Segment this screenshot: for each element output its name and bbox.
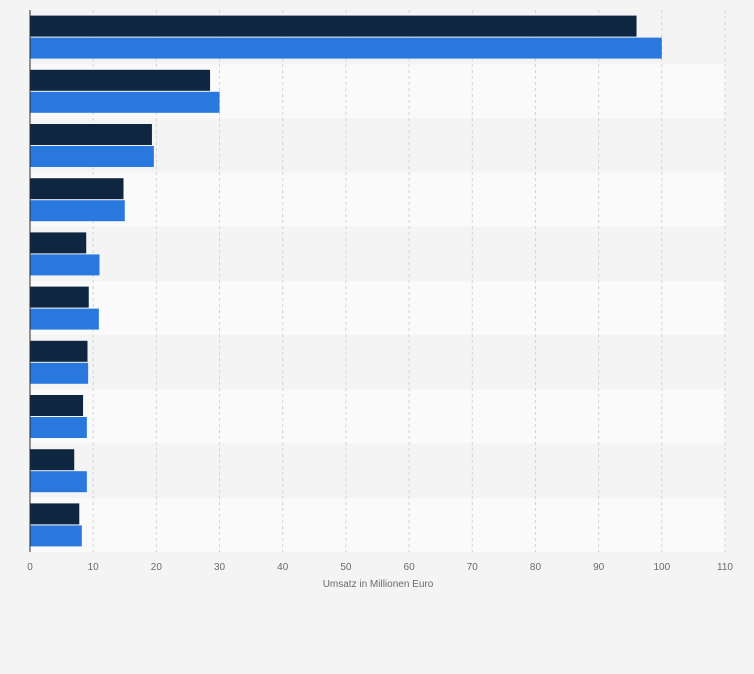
bars <box>30 15 662 547</box>
bar-series-2 <box>30 471 87 493</box>
bar-series-2 <box>30 146 154 167</box>
row-band <box>30 172 725 227</box>
x-tick-label: 40 <box>277 562 289 573</box>
row-band <box>30 497 725 552</box>
row-band <box>30 281 725 336</box>
bar-series-1 <box>30 178 124 200</box>
bar-series-1 <box>30 124 152 145</box>
bar-series-1 <box>30 503 80 525</box>
bar-series-1 <box>30 69 211 91</box>
bar-series-1 <box>30 340 88 362</box>
bar-series-1 <box>30 395 84 416</box>
bar-series-1 <box>30 15 637 37</box>
x-axis-label: Umsatz in Millionen Euro <box>323 579 434 590</box>
bar-series-2 <box>30 37 662 59</box>
x-tick-label: 0 <box>27 562 33 573</box>
x-tick-label: 90 <box>593 562 605 573</box>
bar-series-2 <box>30 200 125 222</box>
bar-series-1 <box>30 449 75 471</box>
row-band <box>30 226 725 281</box>
bar-series-2 <box>30 362 89 384</box>
x-tick-label: 10 <box>88 562 100 573</box>
x-tick-label: 20 <box>151 562 163 573</box>
bar-series-2 <box>30 254 100 276</box>
x-tick-label: 30 <box>214 562 226 573</box>
bar-series-2 <box>30 91 220 113</box>
row-band <box>30 335 725 390</box>
x-tick-label: 50 <box>340 562 352 573</box>
x-tick-label: 80 <box>530 562 542 573</box>
bar-series-1 <box>30 232 87 254</box>
x-tick-label: 100 <box>653 562 670 573</box>
x-tick-label: 70 <box>467 562 479 573</box>
x-tick-label: 60 <box>404 562 416 573</box>
bar-series-2 <box>30 525 82 547</box>
row-bands <box>30 10 725 552</box>
bar-series-2 <box>30 308 99 330</box>
x-tick-label: 110 <box>717 562 733 573</box>
row-band <box>30 389 725 444</box>
bar-series-2 <box>30 417 87 438</box>
bar-series-1 <box>30 286 89 308</box>
row-band <box>30 443 725 498</box>
x-tick-labels: 0 10 20 30 40 50 60 70 80 90 100 110 <box>27 562 733 573</box>
